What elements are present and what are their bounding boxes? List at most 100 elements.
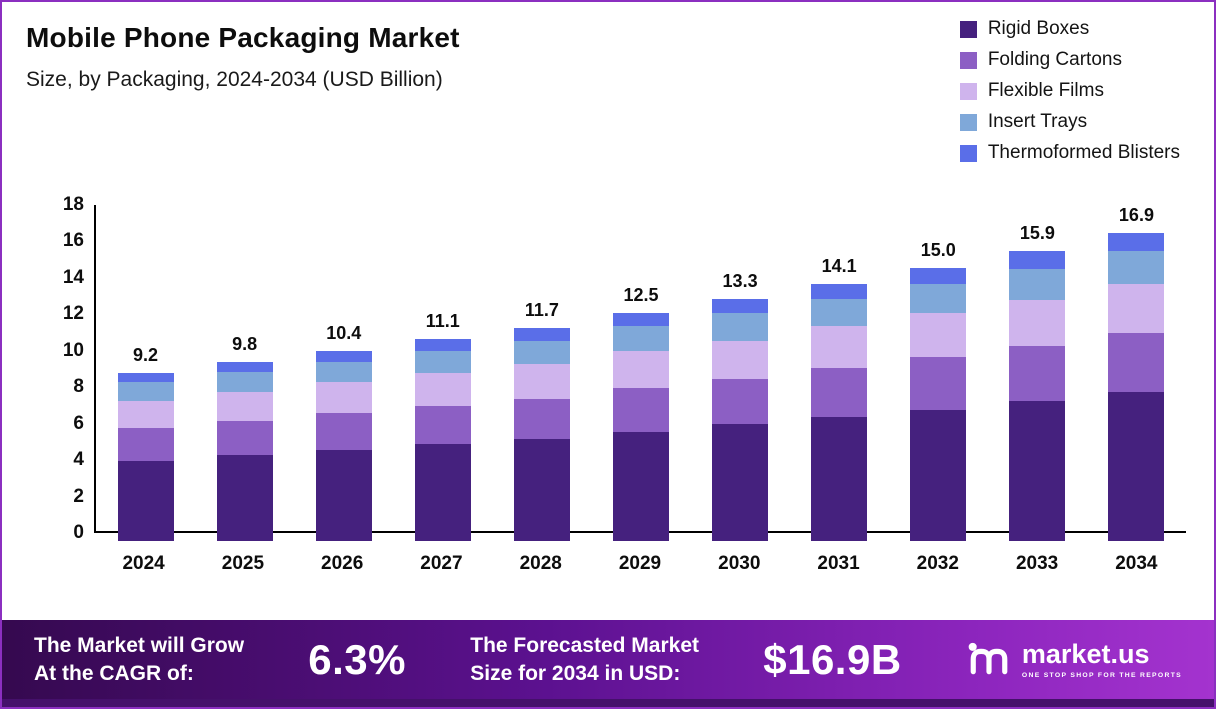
summary-banner: The Market will Grow At the CAGR of: 6.3%… [2,620,1214,699]
bar-segment-insert-trays [1009,269,1066,301]
bar-segment-thermoformed-blisters [414,338,471,352]
bar-segment-rigid-boxes [315,449,372,541]
forecast-label: The Forecasted Market Size for 2034 in US… [470,632,699,687]
bar-stack [513,327,570,541]
cagr-label: The Market will Grow At the CAGR of: [34,632,244,687]
x-axis-label: 2034 [1115,553,1158,574]
bar-segment-folding-cartons [1009,345,1066,401]
bar-segment-rigid-boxes [1108,391,1165,541]
bar-segment-flexible-films [712,340,769,379]
x-axis-label: 2024 [122,553,165,574]
bar-segment-rigid-boxes [910,409,967,541]
bar-segment-rigid-boxes [414,444,471,541]
brand-tagline: ONE STOP SHOP FOR THE REPORTS [1021,671,1182,679]
x-axis-label: 2032 [916,553,959,574]
legend-swatch [959,20,977,38]
legend-item-insert-trays: Insert Trays [959,111,1180,133]
bar-segment-flexible-films [414,373,471,407]
y-axis-label: 4 [73,449,84,471]
brand-logo: market.us ONE STOP SHOP FOR THE REPORTS [966,639,1182,680]
bar-stack [811,284,868,541]
bar-total-label: 10.4 [326,323,362,344]
y-axis-label: 2 [73,485,84,507]
cagr-value: 6.3% [308,635,407,683]
legend-item-thermoformed-blisters: Thermoformed Blisters [959,142,1180,164]
bar-total-label: 12.5 [623,285,659,306]
x-axis-label: 2026 [321,553,364,574]
bar-stack [216,362,273,541]
legend-label: Rigid Boxes [987,18,1090,39]
bar-column-2027: 11.1 [414,311,471,541]
bar-segment-flexible-films [1108,284,1165,334]
y-axis: 0 2 4 6 8 10 12 14 16 18 [20,194,84,543]
bar-segment-thermoformed-blisters [712,298,769,314]
bar-segment-folding-cartons [612,387,669,432]
bar-segment-folding-cartons [910,356,967,410]
legend: Rigid Boxes Folding Cartons Flexible Films… [959,18,1180,164]
bar-stack [910,267,967,541]
y-axis-label: 12 [62,303,84,325]
bar-segment-rigid-boxes [513,438,570,541]
bar-segment-folding-cartons [216,420,273,456]
bar-total-label: 15.0 [920,239,956,260]
legend-label: Insert Trays [987,111,1088,132]
bar-segment-rigid-boxes [216,455,273,541]
brand-text: market.us ONE STOP SHOP FOR THE REPORTS [1021,640,1182,679]
x-axis-label: 2029 [618,553,662,574]
bar-column-2024: 9.2 [117,345,174,541]
bar-segment-flexible-films [315,382,372,414]
bar-segment-insert-trays [315,362,372,383]
bar-segment-thermoformed-blisters [216,362,273,372]
bar-segment-insert-trays [910,284,967,314]
bar-segment-insert-trays [1108,251,1165,285]
bottom-strip [2,699,1214,707]
header: Mobile Phone Packaging Market Size, by P… [2,2,1214,92]
bar-segment-thermoformed-blisters [811,284,868,299]
chart-subtitle: Size, by Packaging, 2024-2034 (USD Billi… [26,68,443,91]
bar-total-label: 16.9 [1118,205,1154,225]
legend-item-flexible-films: Flexible Films [959,80,1180,102]
bar-segment-folding-cartons [117,427,174,461]
bar-segment-thermoformed-blisters [1009,251,1066,270]
banner-label-line: At the CAGR of: [34,661,194,685]
bar-segment-flexible-films [910,313,967,357]
bar-segment-folding-cartons [513,398,570,439]
y-axis-label: 16 [62,230,84,252]
bar-segment-insert-trays [612,325,669,352]
bar-segment-folding-cartons [811,367,868,418]
y-axis-label: 6 [73,412,84,434]
bar-segment-folding-cartons [1108,333,1165,392]
bar-column-2033: 15.9 [1009,223,1066,541]
x-axis-label: 2033 [1015,553,1059,574]
legend-item-folding-cartons: Folding Cartons [959,49,1180,71]
bar-segment-thermoformed-blisters [513,327,570,341]
banner-label-line: The Forecasted Market [470,634,699,658]
legend-swatch [959,51,977,69]
bar-segment-rigid-boxes [117,460,174,541]
forecast-value: $16.9B [763,635,902,683]
y-axis-label: 18 [62,194,84,215]
bar-segment-insert-trays [414,351,471,374]
bar-segment-folding-cartons [712,378,769,425]
bar-segment-rigid-boxes [1009,400,1066,541]
x-axis-label: 2025 [221,553,265,574]
bar-stack [1009,251,1066,541]
bar-segment-thermoformed-blisters [315,351,372,363]
bar-segment-thermoformed-blisters [910,267,967,285]
bar-segment-thermoformed-blisters [612,313,669,326]
bar-column-2031: 14.1 [811,256,868,541]
y-axis-label: 14 [62,266,84,288]
legend-swatch [959,113,977,131]
bar-column-2030: 13.3 [712,271,769,541]
bar-segment-folding-cartons [315,413,372,450]
banner-label-line: The Market will Grow [34,634,245,658]
bar-segment-insert-trays [712,313,769,341]
bar-segment-insert-trays [216,371,273,392]
legend-swatch [959,82,977,100]
x-axis-labels: 2024 2025 2026 2027 2028 2029 2030 2031 2032 2033… [94,533,1186,575]
bar-stack [712,298,769,541]
market-us-logo-icon [966,639,1012,680]
x-axis-label: 2027 [420,553,463,574]
y-axis-label: 8 [73,376,84,398]
